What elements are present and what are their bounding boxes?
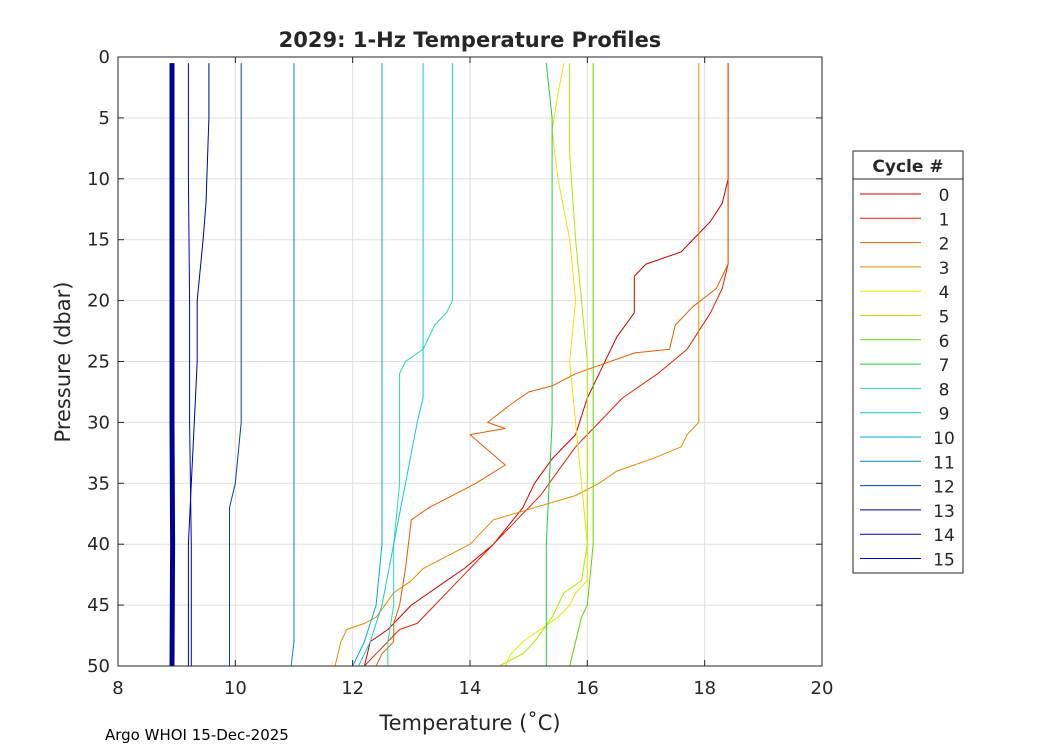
y-tick-label: 0 <box>99 47 110 68</box>
series-line-cycle-12 <box>229 63 242 666</box>
x-tick-label: 14 <box>459 678 482 699</box>
x-axis-label: Temperature (˚C) <box>378 711 560 735</box>
legend-label-15: 15 <box>933 551 955 571</box>
x-tick-label: 8 <box>112 678 123 699</box>
plot-frame <box>117 56 823 667</box>
legend-label-6: 6 <box>939 332 950 352</box>
series-line-cycle-3 <box>334 63 700 667</box>
x-tick-label: 20 <box>811 678 834 699</box>
y-tick-label: 45 <box>87 595 110 616</box>
legend-label-8: 8 <box>939 380 950 400</box>
legend-title: Cycle # <box>872 157 943 177</box>
legend-label-11: 11 <box>933 453 955 473</box>
legend-label-12: 12 <box>933 478 955 498</box>
x-tick-label: 12 <box>341 678 364 699</box>
series-lines <box>169 63 729 667</box>
x-tick-label: 18 <box>693 678 716 699</box>
series-line-cycle-5 <box>499 63 588 667</box>
y-tick-label: 10 <box>87 169 110 190</box>
series-line-cycle-14 <box>169 63 176 667</box>
y-tick-label: 40 <box>87 534 110 555</box>
series-line-cycle-7 <box>545 63 553 666</box>
y-tick-label: 25 <box>87 352 110 373</box>
legend-label-9: 9 <box>939 405 950 425</box>
axis-ticks: 8 10 12 14 16 18 20 0 5 10 15 20 25 30 35 40 45 50 <box>87 47 833 699</box>
legend-label-2: 2 <box>939 235 950 255</box>
legend-label-4: 4 <box>939 283 950 303</box>
series-line-cycle-10 <box>352 63 383 667</box>
y-tick-label: 50 <box>87 656 110 677</box>
series-line-cycle-9 <box>358 63 424 667</box>
series-line-cycle-1 <box>364 63 729 667</box>
series-line-cycle-4 <box>504 63 588 667</box>
legend-label-7: 7 <box>939 356 950 376</box>
legend-label-0: 0 <box>939 186 950 206</box>
legend-label-3: 3 <box>939 259 950 279</box>
y-tick-label: 5 <box>99 108 110 129</box>
y-tick-label: 35 <box>87 473 110 494</box>
y-axis-label: Pressure (dbar) <box>51 282 75 443</box>
series-line-cycle-11 <box>290 63 295 667</box>
y-tick-label: 20 <box>87 291 110 312</box>
legend-box <box>852 150 964 574</box>
series-line-cycle-2 <box>375 63 729 667</box>
x-tick-label: 16 <box>576 678 599 699</box>
legend-label-13: 13 <box>933 502 955 522</box>
legend-label-5: 5 <box>939 308 950 328</box>
series-line-cycle-0 <box>363 63 729 667</box>
legend-label-1: 1 <box>939 210 950 230</box>
legend-label-10: 10 <box>933 429 955 449</box>
chart-title: 2029: 1-Hz Temperature Profiles <box>279 28 662 52</box>
y-tick-label: 30 <box>87 412 110 433</box>
series-line-cycle-6 <box>569 63 594 667</box>
grid <box>118 57 822 666</box>
series-line-cycle-13 <box>187 63 210 666</box>
series-line-cycle-8 <box>387 63 453 666</box>
legend-label-14: 14 <box>933 526 955 546</box>
y-tick-label: 15 <box>87 230 110 251</box>
x-tick-label: 10 <box>224 678 247 699</box>
footer-credit: Argo WHOI 15-Dec-2025 <box>105 726 289 744</box>
series-line-cycle-15 <box>187 63 192 666</box>
